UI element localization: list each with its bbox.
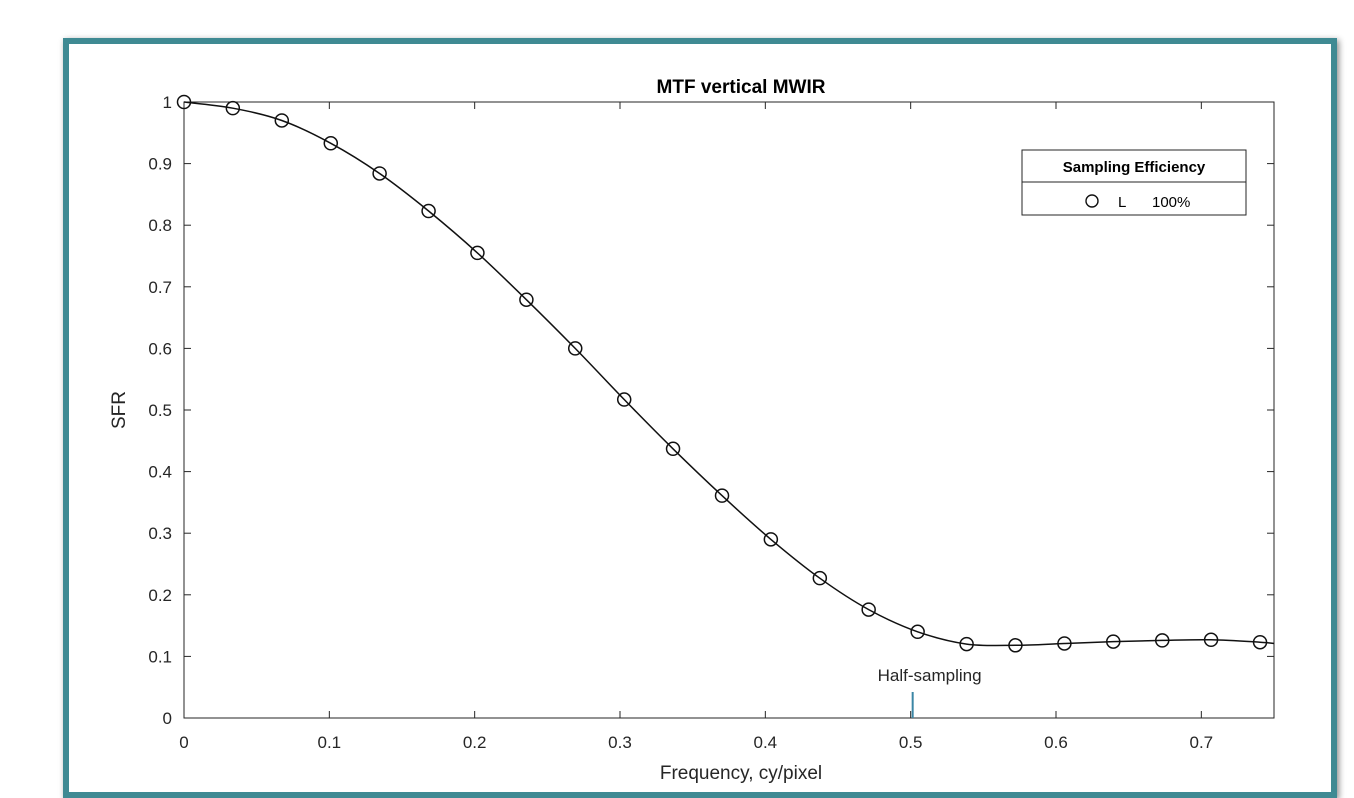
data-point: [714, 488, 730, 503]
data-point: [470, 245, 485, 261]
x-tick-label: 0.3: [608, 733, 632, 752]
data-point: [910, 624, 925, 640]
y-tick-label: 0.4: [148, 463, 172, 482]
data-point: [1252, 634, 1268, 650]
data-point: [1203, 632, 1219, 648]
x-tick-label: 0: [179, 733, 188, 752]
data-point: [1057, 636, 1072, 651]
half-sampling-annotation: Half-sampling: [878, 666, 982, 718]
legend-entry-label: L: [1118, 194, 1126, 211]
y-tick-label: 0: [163, 709, 172, 728]
data-point: [1106, 634, 1121, 649]
data-point: [323, 136, 339, 151]
data-point: [176, 94, 192, 110]
legend-marker: [1085, 194, 1099, 208]
y-axis: 0 0.1 0.2 0.3 0.4 0.5 0.6 0.7 0.8 0.9 1: [148, 93, 1274, 728]
y-tick-label: 1: [163, 93, 172, 112]
y-tick-label: 0.7: [148, 278, 172, 297]
data-point: [372, 166, 387, 181]
sfr-curve: [183, 101, 1275, 647]
data-point: [225, 100, 241, 116]
data-point: [1008, 638, 1023, 653]
data-point: [1154, 633, 1170, 648]
x-tick-label: 0.4: [754, 733, 778, 752]
data-point: [861, 602, 876, 617]
x-tick-label: 0.6: [1044, 733, 1068, 752]
y-tick-label: 0.6: [148, 339, 172, 358]
x-axis: 0 0.1 0.2 0.3 0.4 0.5 0.6 0.7: [179, 102, 1213, 752]
legend: Sampling Efficiency L 100%: [1021, 149, 1247, 216]
data-point: [274, 113, 290, 128]
data-point: [763, 532, 779, 547]
y-tick-label: 0.5: [148, 401, 172, 420]
data-point: [519, 292, 534, 307]
y-tick-label: 0.1: [148, 647, 172, 666]
y-tick-label: 0.3: [148, 524, 172, 543]
legend-entry-value: 100%: [1152, 194, 1190, 211]
x-tick-label: 0.7: [1190, 733, 1214, 752]
data-point: [665, 441, 681, 457]
x-tick-label: 0.5: [899, 733, 923, 752]
x-tick-label: 0.1: [318, 733, 342, 752]
x-tick-label: 0.2: [463, 733, 487, 752]
sfr-markers: [176, 94, 1268, 653]
data-point: [616, 392, 632, 407]
data-point: [421, 203, 436, 219]
y-tick-label: 0.9: [148, 155, 172, 174]
data-point: [959, 636, 974, 652]
x-axis-label: Frequency, cy/pixel: [660, 763, 822, 783]
data-point: [812, 570, 828, 586]
y-tick-label: 0.8: [148, 216, 172, 235]
y-axis-label: SFR: [109, 391, 130, 429]
half-sampling-label: Half-sampling: [878, 666, 982, 685]
y-tick-label: 0.2: [148, 586, 172, 605]
chart-title: MTF vertical MWIR: [657, 77, 826, 98]
legend-title: Sampling Efficiency: [1063, 159, 1206, 176]
data-point: [567, 341, 583, 356]
